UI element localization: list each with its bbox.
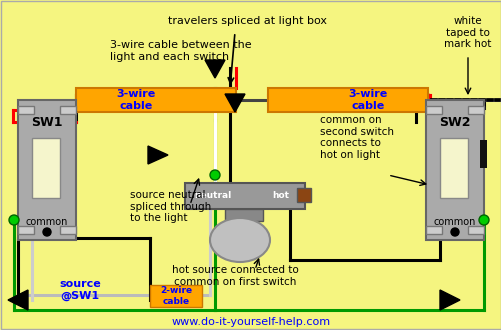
Bar <box>150 285 201 307</box>
Bar <box>297 188 311 202</box>
Polygon shape <box>148 146 168 164</box>
Bar <box>18 106 34 114</box>
Polygon shape <box>224 94 244 112</box>
Text: travelers spliced at light box: travelers spliced at light box <box>168 16 327 26</box>
Bar <box>224 209 263 221</box>
Text: www.do-it-yourself-help.com: www.do-it-yourself-help.com <box>171 317 330 327</box>
Text: source
@SW1: source @SW1 <box>59 279 101 301</box>
Bar <box>185 183 305 209</box>
Bar <box>467 106 483 114</box>
Polygon shape <box>8 290 28 310</box>
Text: SW1: SW1 <box>31 115 63 128</box>
Bar <box>60 106 76 114</box>
Text: 3-wire
cable: 3-wire cable <box>348 89 387 111</box>
Bar <box>18 100 76 240</box>
Bar <box>479 140 486 168</box>
Bar <box>425 106 441 114</box>
Bar <box>425 100 483 240</box>
Text: hot source connected to
common on first switch: hot source connected to common on first … <box>171 265 298 286</box>
Text: white
taped to
mark hot: white taped to mark hot <box>443 16 490 49</box>
Text: neutral: neutral <box>194 191 231 201</box>
Bar <box>32 138 60 198</box>
Bar <box>76 88 235 112</box>
Circle shape <box>478 215 488 225</box>
Bar <box>268 88 427 112</box>
Text: source neutral
spliced through
to the light: source neutral spliced through to the li… <box>130 190 211 223</box>
Bar <box>467 226 483 234</box>
Text: SW2: SW2 <box>438 115 470 128</box>
Polygon shape <box>204 60 224 78</box>
Text: hot: hot <box>272 191 289 201</box>
Text: 3-wire cable between the
light and each switch: 3-wire cable between the light and each … <box>110 40 251 62</box>
Bar <box>439 138 467 198</box>
Bar <box>60 226 76 234</box>
Circle shape <box>9 215 19 225</box>
Text: common: common <box>26 217 68 227</box>
Text: 3-wire
cable: 3-wire cable <box>116 89 155 111</box>
Circle shape <box>450 228 458 236</box>
Polygon shape <box>439 290 459 310</box>
Bar <box>18 226 34 234</box>
Circle shape <box>43 228 51 236</box>
Text: 2-wire
cable: 2-wire cable <box>160 286 192 306</box>
Text: common on
second switch
connects to
hot on light: common on second switch connects to hot … <box>319 115 393 160</box>
Bar <box>425 226 441 234</box>
Ellipse shape <box>209 218 270 262</box>
Text: common: common <box>433 217 475 227</box>
Circle shape <box>209 170 219 180</box>
